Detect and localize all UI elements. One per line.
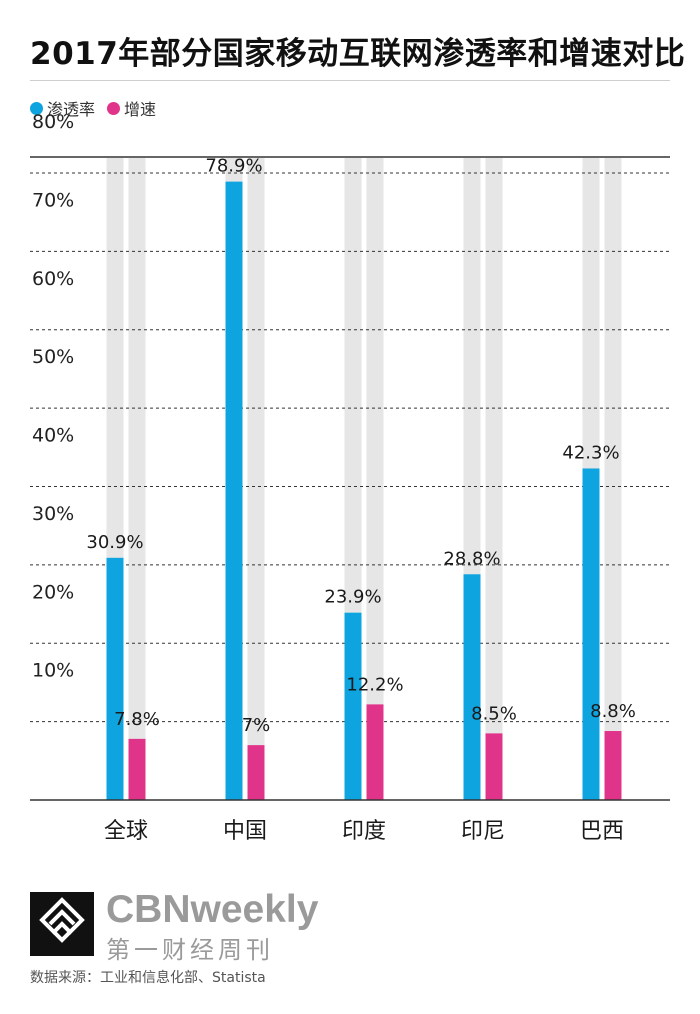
track-growth-4 xyxy=(604,158,622,800)
data-label-penetration-0: 30.9% xyxy=(86,532,143,553)
x-tick-label-1: 中国 xyxy=(223,819,267,844)
bar-growth-1 xyxy=(247,745,265,800)
data-label-penetration-3: 28.8% xyxy=(443,548,500,569)
y-tick-label-20: 20% xyxy=(32,581,74,603)
logo-mark-icon xyxy=(39,897,85,943)
cbn-logo xyxy=(30,892,94,956)
legend-swatch-growth xyxy=(107,101,121,115)
track-growth-1 xyxy=(247,158,265,800)
y-tick-label-10: 10% xyxy=(32,660,74,682)
chart-legend: 渗透率 增速 xyxy=(30,96,156,120)
legend-swatch-penetration xyxy=(30,101,43,115)
data-label-penetration-4: 42.3% xyxy=(562,442,619,463)
bar-growth-2 xyxy=(366,704,384,800)
bar-penetration-0 xyxy=(106,557,124,800)
y-tick-label-60: 60% xyxy=(32,268,74,290)
bar-growth-0 xyxy=(128,738,146,800)
track-growth-3 xyxy=(485,158,503,800)
data-label-growth-2: 12.2% xyxy=(346,674,403,695)
x-tick-label-4: 巴西 xyxy=(580,819,624,844)
bar-growth-3 xyxy=(485,733,503,800)
y-tick-label-30: 30% xyxy=(32,503,74,525)
y-tick-label-80: 80% xyxy=(32,111,74,133)
brand-name-en: CBNweekly xyxy=(106,888,319,931)
data-label-growth-0: 7.8% xyxy=(114,709,160,730)
bar-penetration-4 xyxy=(582,468,600,800)
x-tick-label-2: 印度 xyxy=(342,819,386,844)
brand-name-cn: 第一财经周刊 xyxy=(106,936,274,964)
legend-label-growth: 增速 xyxy=(124,100,157,119)
data-label-growth-4: 8.8% xyxy=(590,701,636,722)
data-label-growth-1: 7% xyxy=(242,715,271,736)
bar-penetration-1 xyxy=(225,181,243,801)
bar-penetration-2 xyxy=(344,612,362,800)
chart-title: 2017年部分国家移动互联网渗透率和增速对比 xyxy=(30,36,686,72)
data-source: 数据来源：工业和信息化部、Statista xyxy=(30,970,266,986)
title-divider xyxy=(30,80,670,81)
y-tick-label-50: 50% xyxy=(32,346,74,368)
y-tick-label-70: 70% xyxy=(32,189,74,211)
bar-growth-4 xyxy=(604,731,622,800)
data-label-penetration-2: 23.9% xyxy=(324,587,381,608)
legend-item-penetration: 渗透率 xyxy=(30,96,95,120)
bar-chart: 10% 20% 30% 40% 50% 60% 70% 80% 30.9% 7.8% 78.9% 7%… xyxy=(30,111,670,844)
data-label-penetration-1: 78.9% xyxy=(205,156,262,177)
legend-label-penetration: 渗透率 xyxy=(47,100,96,119)
data-label-growth-3: 8.5% xyxy=(471,703,517,724)
x-tick-label-3: 印尼 xyxy=(461,819,505,844)
legend-item-growth: 增速 xyxy=(107,96,156,120)
bar-penetration-3 xyxy=(463,574,481,800)
x-tick-label-0: 全球 xyxy=(104,819,148,844)
track-growth-0 xyxy=(128,158,146,800)
y-tick-label-40: 40% xyxy=(32,425,74,447)
track-growth-2 xyxy=(366,158,384,800)
